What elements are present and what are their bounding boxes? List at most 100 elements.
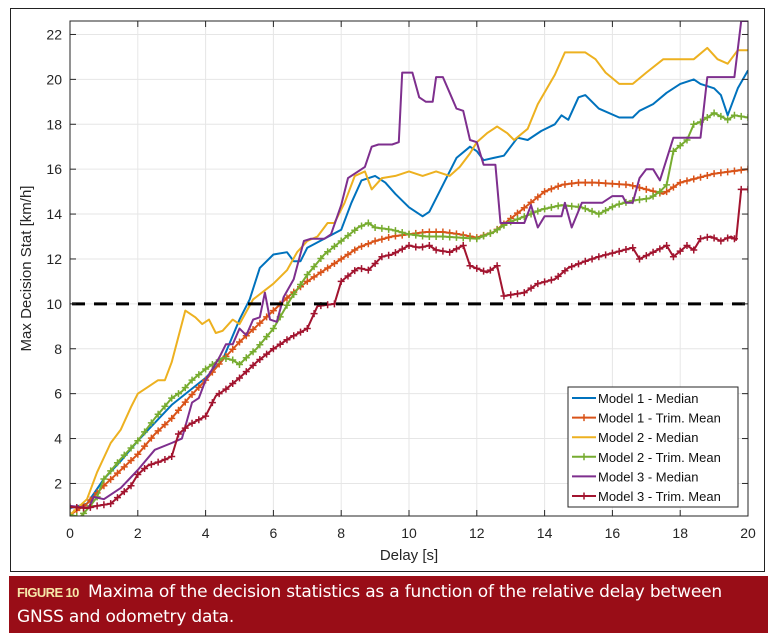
data-point-marker (493, 262, 501, 270)
data-point-marker (168, 394, 176, 402)
data-point-marker (188, 376, 196, 384)
data-point-marker (371, 224, 379, 232)
data-point-marker (80, 504, 88, 512)
axis-ticks (69, 21, 749, 516)
data-point-marker (636, 196, 644, 204)
legend-label: Model 3 - Trim. Mean (598, 489, 721, 504)
y-tick-labels: 2 4 6 8 10 12 14 16 18 20 22 (46, 26, 62, 491)
data-point-marker (242, 354, 250, 362)
line-chart: 0 2 4 6 8 10 12 14 16 18 20 2 4 6 8 10 12 14 16 18 20 22 Del… (18, 20, 756, 564)
data-point-marker (202, 412, 210, 420)
y-tick-label: 18 (46, 116, 62, 132)
data-point-marker (642, 185, 650, 193)
data-point-marker (330, 242, 338, 250)
data-point-marker (425, 241, 433, 249)
data-point-marker (513, 290, 521, 298)
data-point-marker (86, 503, 94, 511)
data-point-marker (195, 371, 203, 379)
data-point-marker (174, 406, 182, 414)
data-point-marker (398, 245, 406, 253)
y-tick-label: 16 (46, 161, 62, 177)
data-point-marker (581, 179, 589, 187)
legend-item-3: Model 2 - Median (572, 430, 698, 445)
x-tick-label: 8 (337, 525, 345, 541)
data-point-marker (480, 267, 488, 275)
data-point-marker (168, 453, 176, 461)
data-point-marker (642, 195, 650, 203)
data-point-marker (222, 354, 230, 362)
data-point-marker (425, 233, 433, 241)
figure-caption: FIGURE 10 Maxima of the decision statist… (9, 576, 768, 633)
data-point-marker (371, 259, 379, 267)
data-point-marker (622, 181, 630, 189)
data-point-marker (371, 237, 379, 245)
data-point-marker (663, 241, 671, 249)
data-point-marker (697, 235, 705, 243)
data-point-marker (263, 333, 271, 341)
data-point-marker (181, 424, 189, 432)
data-point-marker (588, 207, 596, 215)
data-point-marker (168, 414, 176, 422)
data-point-marker (737, 185, 745, 193)
data-point-marker (710, 234, 718, 242)
data-point-marker (534, 207, 542, 215)
figure-label: FIGURE 10 (17, 585, 79, 600)
data-point-marker (344, 250, 352, 258)
series-line (70, 46, 748, 516)
data-point-marker (113, 459, 121, 467)
data-point-marker (412, 243, 420, 251)
x-tick-label: 18 (672, 525, 688, 541)
data-point-marker (174, 390, 182, 398)
data-point-marker (520, 204, 528, 212)
data-point-marker (703, 114, 711, 122)
data-point-marker (730, 167, 738, 175)
data-point-marker (419, 243, 427, 251)
data-point-marker (717, 112, 725, 120)
series-line (70, 69, 748, 510)
legend-marker (580, 453, 588, 461)
data-point-marker (669, 183, 677, 191)
data-point-marker (73, 512, 81, 516)
data-point-marker (269, 345, 277, 353)
legend-item-4: Model 2 - Trim. Mean (572, 450, 721, 465)
data-point-marker (134, 450, 142, 458)
x-tick-label: 10 (401, 525, 417, 541)
data-point-marker (595, 179, 603, 187)
data-point-marker (154, 458, 162, 466)
data-point-marker (161, 402, 169, 410)
data-point-marker (161, 421, 169, 429)
data-point-marker (459, 234, 467, 242)
data-point-marker (507, 291, 515, 299)
data-point-marker (656, 245, 664, 253)
data-point-marker (568, 263, 576, 271)
data-point-marker (541, 188, 549, 196)
data-point-marker (676, 142, 684, 150)
data-point-marker (669, 253, 677, 261)
data-point-marker (215, 390, 223, 398)
data-point-marker (364, 219, 372, 227)
data-point-marker (188, 419, 196, 427)
series-1 (70, 69, 748, 510)
data-point-marker (337, 277, 345, 285)
data-point-marker (378, 224, 386, 232)
data-point-marker (547, 185, 555, 193)
data-point-marker (154, 427, 162, 435)
data-point-marker (147, 460, 155, 468)
data-point-marker (229, 356, 237, 364)
data-point-marker (303, 271, 311, 279)
series-4 (70, 109, 748, 516)
data-point-marker (486, 229, 494, 237)
data-point-marker (358, 222, 366, 230)
data-point-marker (703, 233, 711, 241)
data-point-marker (107, 500, 115, 508)
series-3 (70, 46, 748, 516)
data-point-marker (649, 192, 657, 200)
data-point-marker (629, 182, 637, 190)
data-point-marker (358, 242, 366, 250)
y-tick-label: 4 (54, 431, 62, 447)
data-point-marker (391, 249, 399, 257)
data-point-marker (534, 280, 542, 288)
data-point-marker (439, 247, 447, 255)
legend-item-5: Model 3 - Median (572, 469, 698, 484)
legend-items: Model 1 - Median Model 1 - Trim. Mean Mode… (572, 391, 721, 504)
